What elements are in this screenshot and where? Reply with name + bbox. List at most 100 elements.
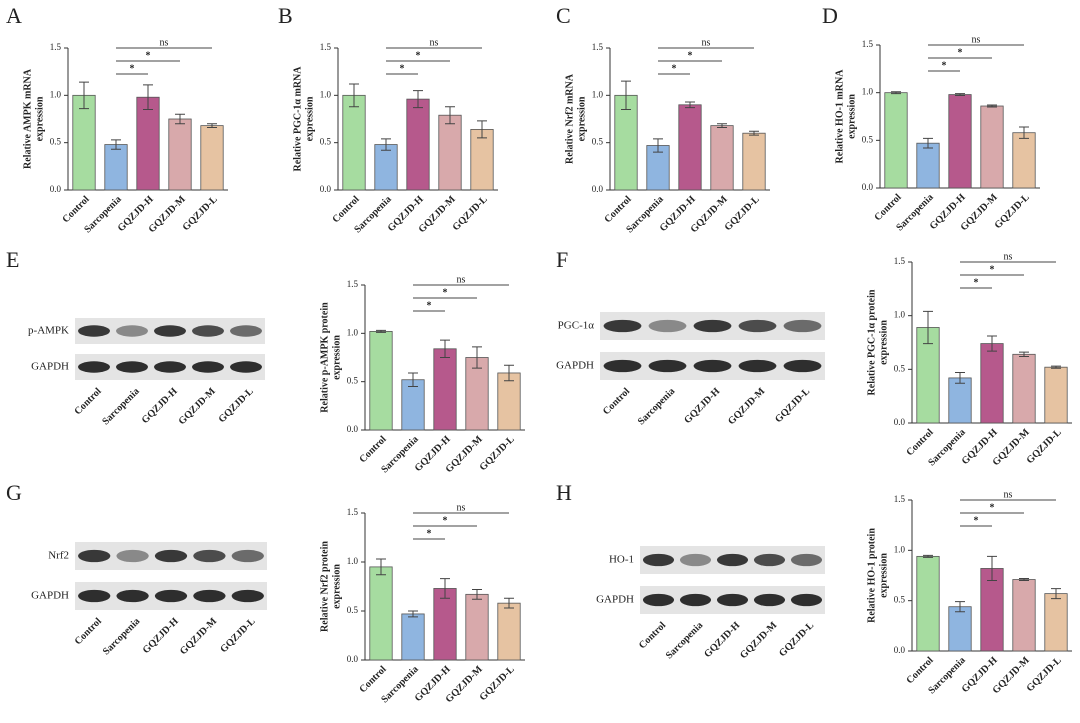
blot-band <box>648 319 687 333</box>
error-bar <box>923 310 933 345</box>
significance-label: ns <box>457 274 466 285</box>
y-tick-label: 1.5 <box>50 42 62 52</box>
bar <box>1012 132 1036 189</box>
blot-band <box>154 589 188 603</box>
significance-label: * <box>672 63 677 74</box>
error-bar <box>349 83 359 108</box>
error-bar <box>79 81 89 110</box>
y-axis-label: expression <box>878 320 889 365</box>
y-tick-label: 1.5 <box>862 39 874 49</box>
bar <box>1012 579 1036 652</box>
y-tick-label: 1.5 <box>592 42 604 52</box>
blot-row-label: p-AMPK <box>28 325 69 337</box>
bar <box>104 144 128 191</box>
significance-label: ns <box>1004 489 1013 500</box>
y-tick-label: 1.5 <box>894 256 906 266</box>
blot-band <box>230 325 262 337</box>
y-tick-label: 1.5 <box>347 507 359 517</box>
blot-lane-label: GQZJD-M <box>177 386 219 428</box>
y-tick-label: 0.0 <box>347 654 359 664</box>
panel-label: H <box>556 480 572 505</box>
y-tick-label: 0.5 <box>592 137 604 147</box>
y-tick-label: 0.0 <box>320 184 332 194</box>
blot-band <box>78 325 110 337</box>
y-tick-label: 0.0 <box>50 184 62 194</box>
significance-label: * <box>974 277 979 288</box>
blot-band <box>648 359 687 373</box>
y-tick-label: 0.5 <box>894 595 906 605</box>
blot-lane-label: GQZJD-M <box>178 616 220 658</box>
bar <box>980 343 1004 424</box>
blot-band <box>154 361 186 373</box>
blot-lane-label: GQZJD-H <box>141 616 181 656</box>
x-tick-label: GQZJD-L <box>723 194 762 233</box>
error-bar <box>472 346 482 369</box>
significance-label: * <box>958 47 963 58</box>
blot-row-label: Nrf2 <box>48 550 69 562</box>
blot-lane-label: GQZJD-H <box>702 620 742 660</box>
bar <box>342 94 366 191</box>
y-tick-label: 0.5 <box>347 605 359 615</box>
y-axis-label: Relative PGC-1α mRNA <box>292 66 303 172</box>
bar <box>1044 593 1068 652</box>
blot-band <box>716 593 749 607</box>
blot-band <box>679 553 712 567</box>
bar <box>948 377 972 424</box>
blot-band <box>154 325 186 337</box>
blot-band <box>78 361 110 373</box>
error-bar <box>376 329 386 333</box>
error-bar <box>987 104 997 108</box>
bar <box>72 94 96 191</box>
blot-lane-label: Sarcopenia <box>101 616 142 657</box>
y-axis-label: expression <box>576 96 587 141</box>
error-bar <box>1051 588 1061 600</box>
bar <box>916 555 940 652</box>
y-tick-label: 0.5 <box>347 376 359 386</box>
significance-label: ns <box>160 37 169 48</box>
bar <box>369 566 393 661</box>
y-tick-label: 1.5 <box>320 42 332 52</box>
y-tick-label: 1.0 <box>592 89 604 99</box>
y-tick-label: 0.0 <box>592 184 604 194</box>
y-axis-label: Relative PGC-1α protein <box>866 289 877 395</box>
bar <box>401 379 425 431</box>
blot-band <box>116 549 149 563</box>
significance-label: ns <box>430 37 439 48</box>
blot-band <box>603 319 642 333</box>
error-bar <box>504 364 514 382</box>
y-axis-label: Relative AMPK mRNA <box>22 68 33 169</box>
significance-label: ns <box>457 502 466 513</box>
y-tick-label: 1.0 <box>347 327 359 337</box>
significance-label: * <box>990 264 995 275</box>
error-bar <box>376 558 386 576</box>
error-bar <box>955 601 965 613</box>
bar <box>406 98 430 191</box>
blot-row-label: GAPDH <box>596 594 634 606</box>
blot-band <box>783 359 822 373</box>
blot-lane-label: GQZJD-L <box>218 616 257 655</box>
x-tick-label: GQZJD-L <box>478 664 517 703</box>
bar <box>168 118 192 191</box>
y-tick-label: 1.5 <box>894 494 906 504</box>
significance-label: * <box>427 528 432 539</box>
y-axis-label: expression <box>331 564 342 609</box>
error-bar <box>621 80 631 111</box>
error-bar <box>504 597 514 609</box>
bar <box>948 94 972 189</box>
blot-lane-label: Sarcopenia <box>636 386 677 427</box>
blot-band <box>116 589 149 603</box>
y-tick-label: 0.0 <box>894 417 906 427</box>
blot-lane-label: Control <box>637 620 668 651</box>
y-tick-label: 1.0 <box>50 89 62 99</box>
blot-row-label: GAPDH <box>556 360 594 372</box>
error-bar <box>1051 365 1061 369</box>
error-bar <box>923 554 933 558</box>
blot-row-label: GAPDH <box>31 361 69 373</box>
bar <box>136 96 160 191</box>
bar <box>470 129 494 191</box>
blot-lane-label: Sarcopenia <box>100 386 141 427</box>
bar <box>200 125 224 191</box>
blot-lane-label: GQZJD-L <box>777 620 816 659</box>
y-tick-label: 0.5 <box>862 134 874 144</box>
y-axis-label: expression <box>846 94 857 139</box>
